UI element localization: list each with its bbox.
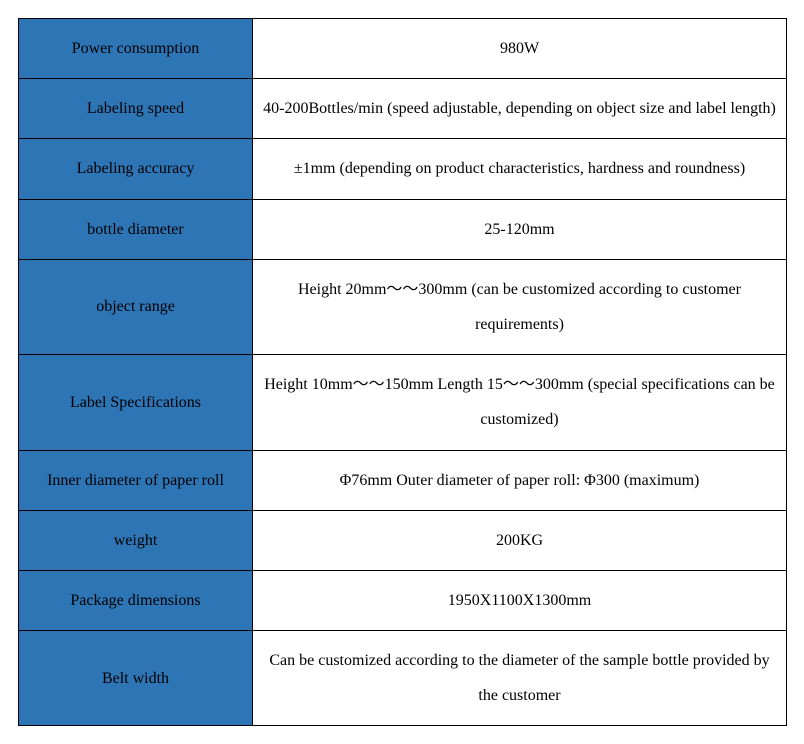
table-row: Inner diameter of paper roll Φ76mm Outer… [19, 450, 787, 510]
spec-label: Inner diameter of paper roll [19, 450, 253, 510]
table-row: object range Height 20mm～～300mm (can be … [19, 259, 787, 354]
table-body: Power consumption 980W Labeling speed 40… [19, 19, 787, 726]
spec-value: 980W [253, 19, 787, 79]
table-row: Package dimensions 1950X1100X1300mm [19, 570, 787, 630]
table-row: bottle diameter 25-120mm [19, 199, 787, 259]
spec-label: weight [19, 510, 253, 570]
spec-label: Labeling speed [19, 79, 253, 139]
table-row: Labeling speed 40-200Bottles/min (speed … [19, 79, 787, 139]
table-row: Labeling accuracy ±1mm (depending on pro… [19, 139, 787, 199]
spec-label: Power consumption [19, 19, 253, 79]
table-row: Label Specifications Height 10mm～～150mm … [19, 355, 787, 450]
spec-value: 25-120mm [253, 199, 787, 259]
spec-value: Φ76mm Outer diameter of paper roll: Φ300… [253, 450, 787, 510]
spec-label: Label Specifications [19, 355, 253, 450]
spec-label: Labeling accuracy [19, 139, 253, 199]
spec-value: 1950X1100X1300mm [253, 570, 787, 630]
spec-value: Can be customized according to the diame… [253, 631, 787, 726]
table-row: Power consumption 980W [19, 19, 787, 79]
spec-label: Package dimensions [19, 570, 253, 630]
specifications-table: Power consumption 980W Labeling speed 40… [18, 18, 787, 726]
spec-value: 40-200Bottles/min (speed adjustable, dep… [253, 79, 787, 139]
spec-label: bottle diameter [19, 199, 253, 259]
spec-label: Belt width [19, 631, 253, 726]
spec-value: Height 10mm～～150mm Length 15～～300mm (spe… [253, 355, 787, 450]
spec-value: ±1mm (depending on product characteristi… [253, 139, 787, 199]
spec-value: 200KG [253, 510, 787, 570]
table-row: Belt width Can be customized according t… [19, 631, 787, 726]
spec-label: object range [19, 259, 253, 354]
table-row: weight 200KG [19, 510, 787, 570]
spec-value: Height 20mm～～300mm (can be customized ac… [253, 259, 787, 354]
